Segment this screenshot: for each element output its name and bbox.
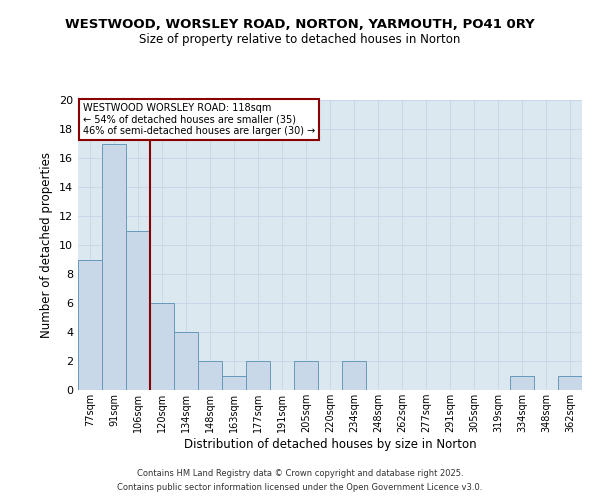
Bar — [246, 361, 270, 390]
Bar — [102, 144, 126, 390]
Bar — [342, 361, 366, 390]
Text: WESTWOOD, WORSLEY ROAD, NORTON, YARMOUTH, PO41 0RY: WESTWOOD, WORSLEY ROAD, NORTON, YARMOUTH… — [65, 18, 535, 30]
Y-axis label: Number of detached properties: Number of detached properties — [40, 152, 53, 338]
Text: WESTWOOD WORSLEY ROAD: 118sqm
← 54% of detached houses are smaller (35)
46% of s: WESTWOOD WORSLEY ROAD: 118sqm ← 54% of d… — [83, 103, 315, 136]
X-axis label: Distribution of detached houses by size in Norton: Distribution of detached houses by size … — [184, 438, 476, 451]
Bar — [198, 361, 222, 390]
Bar — [294, 361, 318, 390]
Bar — [510, 376, 534, 390]
Text: Size of property relative to detached houses in Norton: Size of property relative to detached ho… — [139, 32, 461, 46]
Bar — [222, 376, 246, 390]
Bar — [78, 260, 102, 390]
Bar — [174, 332, 198, 390]
Bar — [126, 230, 150, 390]
Bar — [150, 303, 174, 390]
Bar — [558, 376, 582, 390]
Text: Contains public sector information licensed under the Open Government Licence v3: Contains public sector information licen… — [118, 484, 482, 492]
Text: Contains HM Land Registry data © Crown copyright and database right 2025.: Contains HM Land Registry data © Crown c… — [137, 468, 463, 477]
